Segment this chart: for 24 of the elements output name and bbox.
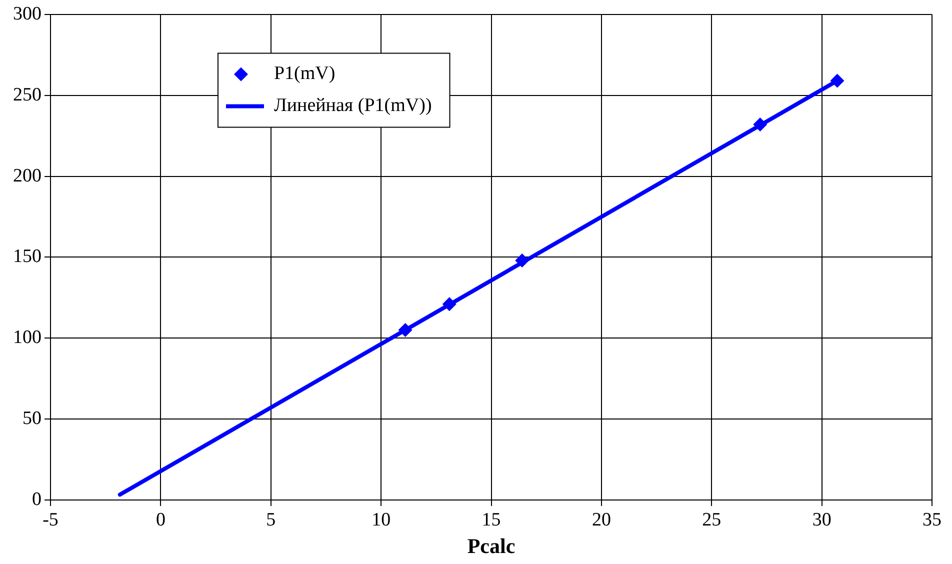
point: [442, 297, 456, 312]
x-tick-label: 0: [156, 509, 166, 530]
point: [515, 253, 530, 268]
y-tick-label: 0: [32, 488, 42, 510]
y-tick-label: 150: [13, 246, 42, 268]
point: [830, 74, 844, 88]
x-tick-label: 10: [372, 509, 391, 530]
x-tick-label: 15: [482, 509, 501, 530]
y-tick-label: 100: [13, 327, 42, 348]
x-tick-label: 35: [922, 509, 942, 530]
point: [753, 117, 768, 132]
legend-label: P1(mV): [274, 63, 336, 84]
x-tick-label: 25: [702, 509, 722, 530]
x-axis-title: Pcalc: [467, 534, 516, 558]
y-tick-label: 200: [13, 165, 42, 186]
y-tick-label: 250: [13, 84, 42, 106]
point: [398, 323, 412, 338]
x-tick-label: 5: [266, 509, 276, 530]
y-tick-label: 300: [13, 3, 42, 24]
legend-label: Линейная (P1(mV)): [274, 95, 432, 116]
x-tick-label: 20: [592, 509, 611, 530]
y-tick-label: 50: [22, 408, 42, 430]
x-tick-label: -5: [42, 509, 58, 530]
x-tick-label: 30: [812, 509, 832, 530]
